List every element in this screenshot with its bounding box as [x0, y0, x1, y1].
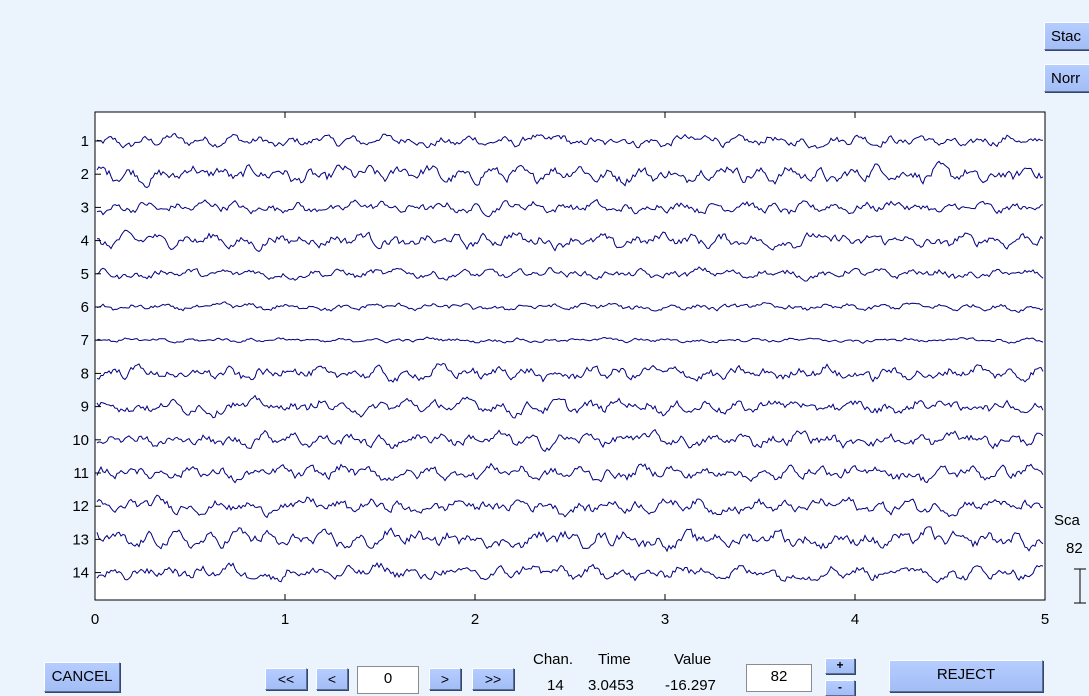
channel-label: 12 [72, 498, 89, 515]
scale-bar-icon [1074, 568, 1086, 604]
plot-area [94, 111, 1046, 601]
last-page-button[interactable]: >> [472, 668, 514, 690]
channel-trace [96, 462, 1044, 484]
time-readout: 3.0453 [588, 677, 634, 694]
channel-trace [96, 336, 1044, 344]
previous-page-button[interactable]: < [316, 668, 348, 690]
scale-value: 82 [1066, 540, 1083, 557]
channel-label: 7 [81, 332, 89, 349]
channel-label: 8 [81, 365, 89, 382]
x-tick-label: 4 [851, 611, 859, 628]
channel-label: 6 [81, 299, 89, 316]
channel-label: 13 [72, 531, 89, 548]
first-page-button[interactable]: << [265, 668, 307, 690]
x-tick-label: 0 [91, 611, 99, 628]
value-header: Value [674, 651, 712, 668]
channel-trace [96, 229, 1044, 253]
reject-button[interactable]: REJECT [889, 660, 1043, 692]
stack-button[interactable]: Stac [1044, 22, 1089, 50]
x-tick-label: 3 [661, 611, 669, 628]
position-input[interactable]: 0 [357, 666, 419, 694]
channel-trace [96, 198, 1044, 218]
channel-label: 9 [81, 399, 89, 416]
x-tick-label: 2 [471, 611, 479, 628]
channel-label: 2 [81, 166, 89, 183]
scale-decrease-button[interactable]: - [825, 680, 855, 696]
channel-trace [96, 526, 1044, 553]
channel-trace [96, 362, 1044, 383]
channel-trace [96, 394, 1044, 419]
cancel-button[interactable]: CANCEL [44, 662, 120, 692]
chan-header: Chan. [533, 651, 574, 668]
channel-trace [96, 562, 1044, 584]
scale-label: Sca [1054, 512, 1080, 529]
scale-increase-button[interactable]: + [825, 658, 855, 674]
chan-readout: 14 [547, 677, 564, 694]
next-page-button[interactable]: > [429, 668, 461, 690]
channel-trace [96, 494, 1044, 519]
channel-label: 5 [81, 266, 89, 283]
channel-trace [96, 266, 1044, 282]
time-header: Time [598, 651, 631, 668]
channel-label: 14 [72, 565, 89, 582]
channel-trace [96, 301, 1044, 313]
x-tick-label: 5 [1041, 611, 1049, 628]
channel-label: 10 [72, 432, 89, 449]
channel-trace [96, 160, 1044, 189]
channel-label: 1 [81, 133, 89, 150]
channel-label: 11 [73, 465, 89, 482]
channel-label: 3 [81, 199, 89, 216]
scale-input[interactable]: 82 [746, 664, 812, 692]
channel-trace [96, 132, 1044, 149]
channel-label: 4 [81, 233, 89, 250]
norm-button[interactable]: Norr [1044, 64, 1089, 92]
value-readout: -16.297 [665, 677, 716, 694]
channel-trace [96, 428, 1044, 453]
x-tick-label: 1 [281, 611, 289, 628]
